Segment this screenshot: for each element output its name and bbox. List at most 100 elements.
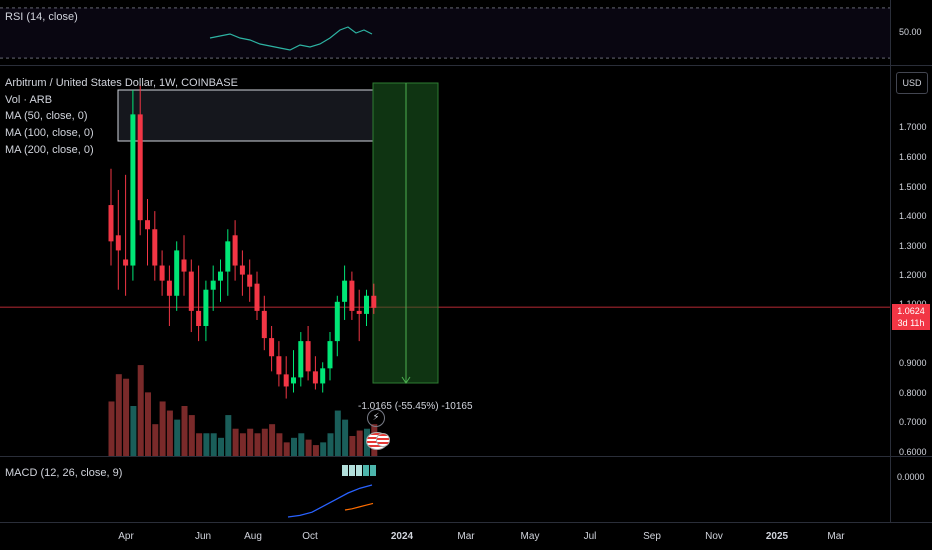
volume-bar (334, 410, 341, 456)
volume-bar (188, 415, 195, 456)
macd-histogram-bar (349, 465, 355, 476)
candle-body (371, 295, 377, 308)
countdown-value: 3d 11h (897, 318, 925, 328)
price-axis-label: 1.3000 (899, 241, 927, 251)
candle-body (166, 280, 172, 296)
currency-button[interactable]: USD (896, 72, 928, 94)
candle-body (159, 265, 165, 281)
candle-body (312, 371, 318, 384)
candle-body (225, 241, 231, 272)
volume-bar (349, 436, 356, 456)
candle-body (210, 280, 216, 290)
price-axis-label: 1.5000 (899, 182, 927, 192)
volume-bar (130, 406, 137, 456)
volume-bar (225, 415, 232, 456)
macd-pane[interactable]: MACD (12, 26, close, 9) (0, 457, 890, 522)
price-axis-label: 1.2000 (899, 270, 927, 280)
macd-chart (287, 465, 376, 518)
volume-bar (320, 442, 327, 456)
ma100-legend[interactable]: MA (100, close, 0) (5, 127, 94, 139)
time-axis-label: Nov (705, 531, 723, 542)
candle-body (218, 271, 223, 281)
candle-body (188, 271, 194, 311)
volume-bar (159, 401, 166, 456)
lightning-icon[interactable]: ⚡ (367, 409, 385, 427)
candle-body (269, 338, 275, 357)
price-chart (0, 82, 890, 456)
rsi-pane[interactable]: RSI (14, close) (0, 0, 890, 65)
volume-bar (269, 424, 276, 456)
rectangle-drawing (117, 89, 374, 142)
price-axis-label: 0.8000 (899, 388, 927, 398)
macd-line (287, 484, 373, 518)
candle-body (203, 289, 209, 326)
rsi-title: RSI (14, close) (5, 11, 78, 23)
volume-bar (291, 437, 297, 456)
macd-histogram-bar (370, 465, 376, 476)
price-axis-label: 0.6000 (899, 447, 927, 457)
volume-legend[interactable]: Vol · ARB (5, 94, 53, 106)
candle-body (327, 341, 333, 369)
candle-body (342, 280, 348, 302)
measure-arrow-head (401, 376, 411, 384)
rsi-axis-label: 50.00 (899, 27, 922, 37)
time-axis-label: 2025 (765, 531, 789, 542)
volume-bar (342, 419, 349, 456)
time-axis[interactable]: Apr Jun Aug Oct 2024 Mar May Jul Sep Nov 2025 Mar (0, 522, 890, 550)
candle-body (291, 377, 296, 384)
price-axis-label: 1.4000 (899, 211, 927, 221)
pane-separator[interactable] (0, 65, 932, 66)
last-price-label: 1.0624 3d 11h (892, 304, 930, 330)
time-axis-label: Jun (194, 531, 212, 542)
signal-line (344, 502, 374, 511)
pane-separator[interactable] (0, 456, 932, 457)
price-axis-label: 1.6000 (899, 152, 927, 162)
macd-axis-label: 0.0000 (897, 472, 925, 482)
time-axis-label: May (520, 531, 540, 542)
candle-body (145, 220, 150, 230)
rsi-line (209, 26, 373, 51)
candle-body (196, 310, 202, 326)
ma200-legend[interactable]: MA (200, close, 0) (5, 144, 94, 156)
volume-bar (247, 428, 254, 456)
ma50-legend[interactable]: MA (50, close, 0) (5, 110, 88, 122)
time-axis-label: Oct (302, 531, 318, 542)
us-flag-icon-secondary[interactable] (376, 433, 390, 447)
macd-histogram-bar (356, 465, 362, 476)
candle-body (247, 274, 253, 287)
time-axis-label: 2024 (390, 531, 414, 542)
last-price-value: 1.0624 (897, 306, 925, 316)
macd-histogram-bar (363, 465, 369, 476)
volume-bar (356, 430, 363, 456)
volume-bar (276, 433, 283, 456)
volume-bar (108, 401, 115, 456)
symbol-title[interactable]: Arbitrum / United States Dollar, 1W, COI… (5, 77, 238, 89)
candle-body (298, 341, 304, 378)
candle-body (305, 341, 311, 372)
candle-body (254, 283, 260, 311)
time-axis-label: Aug (244, 531, 262, 542)
volume-bar (137, 365, 144, 456)
candle-body (108, 205, 114, 242)
volume-bar (166, 410, 173, 456)
volume-bar (210, 433, 217, 456)
candle-body (174, 250, 180, 296)
price-axis-label: 1.7000 (899, 122, 927, 132)
rsi-axis[interactable]: 50.00 (890, 0, 932, 65)
volume-bar (203, 433, 210, 456)
candle-body (115, 235, 121, 251)
candle-body (349, 280, 355, 311)
price-axis[interactable]: 1.70001.60001.50001.40001.30001.20001.10… (890, 66, 932, 457)
candle-body (334, 301, 340, 342)
candle-body (123, 259, 129, 266)
candle-body (320, 368, 326, 384)
main-pane[interactable]: Arbitrum / United States Dollar, 1W, COI… (0, 66, 890, 456)
candle-body (152, 229, 158, 266)
candle-body (261, 310, 267, 339)
candle-body (276, 356, 282, 375)
macd-axis[interactable]: 0.0000 (890, 457, 932, 522)
candle-body (283, 374, 289, 387)
volume-bar (152, 424, 159, 456)
macd-histogram-bar (342, 465, 348, 476)
volume-bar (254, 433, 261, 456)
